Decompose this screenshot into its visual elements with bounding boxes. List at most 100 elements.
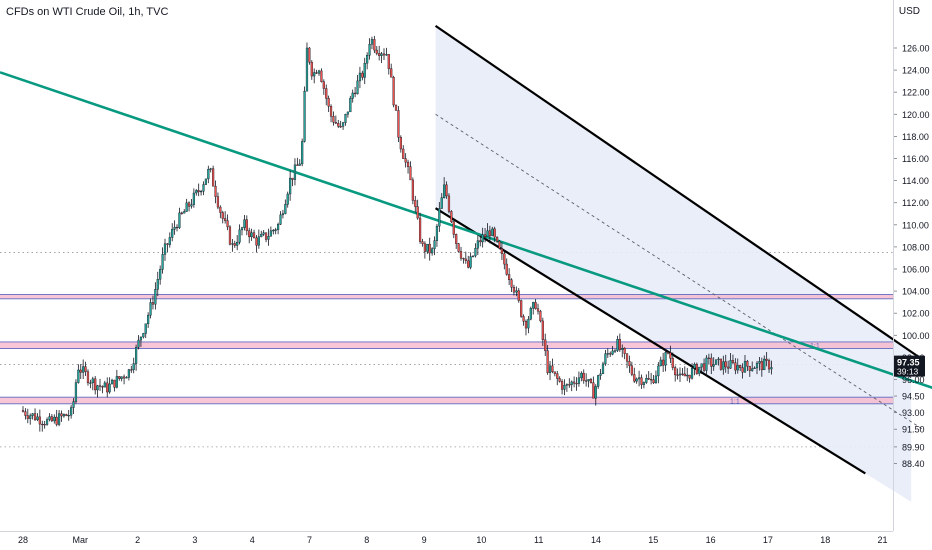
candle-body[interactable]	[734, 362, 737, 371]
candle-body[interactable]	[344, 114, 347, 123]
candle-body[interactable]	[568, 384, 571, 386]
candle-body[interactable]	[404, 158, 407, 163]
candle-body[interactable]	[84, 366, 87, 372]
candle-body[interactable]	[467, 260, 470, 268]
candle-body[interactable]	[625, 353, 629, 362]
candle-body[interactable]	[558, 378, 561, 382]
candle-body[interactable]	[763, 358, 766, 371]
candle-body[interactable]	[224, 218, 227, 221]
candle-body[interactable]	[423, 243, 427, 252]
candle-body[interactable]	[38, 416, 41, 425]
candle-body[interactable]	[450, 211, 453, 223]
candle-body[interactable]	[252, 232, 256, 239]
candle-body[interactable]	[474, 248, 477, 257]
candle-body[interactable]	[82, 366, 85, 373]
candle-body[interactable]	[736, 365, 739, 371]
candle-body[interactable]	[303, 90, 306, 142]
candle-body[interactable]	[226, 220, 229, 228]
candle-body[interactable]	[171, 229, 174, 238]
candle-body[interactable]	[406, 161, 410, 167]
candle-body[interactable]	[216, 196, 220, 208]
currency-unit[interactable]: USD	[898, 6, 920, 17]
candle-body[interactable]	[411, 179, 414, 201]
candle-body[interactable]	[546, 350, 549, 373]
candle-body[interactable]	[594, 386, 597, 399]
candle-body[interactable]	[479, 240, 482, 243]
candle-body[interactable]	[178, 212, 181, 228]
candle-body[interactable]	[291, 177, 294, 180]
candle-body[interactable]	[31, 413, 34, 416]
candle-body[interactable]	[356, 80, 359, 95]
candle-body[interactable]	[637, 377, 641, 380]
candle-body[interactable]	[363, 62, 366, 78]
candle-body[interactable]	[666, 352, 670, 354]
candle-body[interactable]	[508, 274, 511, 281]
candle-body[interactable]	[286, 193, 289, 205]
candle-body[interactable]	[601, 363, 605, 374]
candle-body[interactable]	[212, 168, 215, 187]
candle-body[interactable]	[110, 379, 114, 385]
candle-body[interactable]	[671, 358, 674, 368]
candle-body[interactable]	[337, 123, 340, 127]
candle-body[interactable]	[106, 382, 109, 393]
candle-body[interactable]	[173, 226, 176, 230]
candle-body[interactable]	[532, 302, 535, 309]
candle-body[interactable]	[387, 54, 390, 69]
candle-body[interactable]	[21, 410, 25, 412]
candle-body[interactable]	[724, 361, 727, 368]
candle-body[interactable]	[214, 185, 217, 197]
candle-body[interactable]	[240, 227, 244, 231]
candle-body[interactable]	[445, 184, 448, 197]
candle-body[interactable]	[447, 195, 451, 212]
last-price-tag[interactable]	[893, 355, 925, 377]
candle-body[interactable]	[272, 230, 275, 232]
candle-body[interactable]	[375, 49, 378, 54]
candle-body[interactable]	[248, 230, 251, 238]
candle-body[interactable]	[727, 366, 730, 369]
candle-body[interactable]	[60, 413, 63, 417]
candle-body[interactable]	[231, 243, 234, 245]
candle-body[interactable]	[746, 360, 749, 367]
candle-body[interactable]	[517, 290, 520, 301]
candle-body[interactable]	[89, 382, 92, 384]
candle-body[interactable]	[455, 234, 458, 244]
candle-body[interactable]	[741, 367, 744, 373]
candle-body[interactable]	[459, 251, 463, 259]
candle-body[interactable]	[86, 371, 90, 384]
candle-body[interactable]	[483, 234, 487, 237]
candle-body[interactable]	[147, 314, 150, 324]
candle-body[interactable]	[435, 225, 439, 241]
candle-body[interactable]	[700, 363, 703, 368]
candle-body[interactable]	[279, 214, 282, 225]
candle-body[interactable]	[159, 269, 162, 280]
candle-body[interactable]	[341, 122, 345, 127]
candle-body[interactable]	[633, 374, 636, 382]
candle-body[interactable]	[74, 382, 78, 402]
candle-body[interactable]	[527, 318, 530, 329]
candle-body[interactable]	[202, 184, 205, 192]
candle-body[interactable]	[233, 243, 236, 246]
candle-body[interactable]	[243, 219, 246, 228]
candle-body[interactable]	[457, 243, 460, 252]
candle-body[interactable]	[613, 350, 617, 352]
candle-body[interactable]	[168, 237, 171, 245]
candle-body[interactable]	[556, 373, 559, 379]
candle-body[interactable]	[493, 228, 496, 238]
candle-body[interactable]	[585, 380, 588, 382]
candle-body[interactable]	[712, 364, 715, 367]
candle-body[interactable]	[175, 226, 179, 229]
candle-body[interactable]	[657, 365, 660, 377]
support-resistance-zone[interactable]	[0, 341, 893, 349]
candle-body[interactable]	[390, 68, 393, 78]
candle-body[interactable]	[219, 206, 222, 213]
candle-body[interactable]	[161, 254, 164, 270]
candle-body[interactable]	[115, 376, 118, 388]
candle-body[interactable]	[440, 197, 443, 209]
candle-body[interactable]	[628, 361, 631, 367]
candle-body[interactable]	[108, 383, 111, 393]
candle-body[interactable]	[662, 359, 665, 366]
candle-body[interactable]	[753, 367, 756, 369]
candle-body[interactable]	[548, 365, 552, 373]
candle-body[interactable]	[130, 369, 133, 371]
candle-body[interactable]	[664, 352, 667, 366]
